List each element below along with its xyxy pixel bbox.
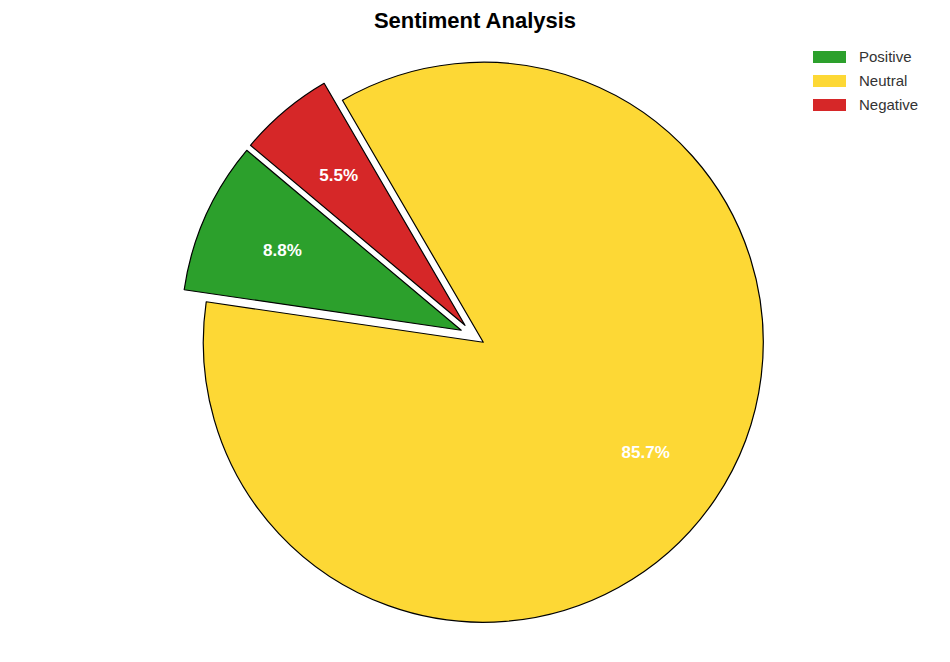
title: Sentiment Analysis — [374, 8, 576, 33]
legend-label: Neutral — [859, 72, 907, 89]
legend: Positive Neutral Negative — [813, 48, 918, 113]
data-labels: 8.8% 85.7% 5.5% — [263, 166, 670, 462]
slice — [203, 62, 763, 622]
legend-label: Negative — [859, 96, 918, 113]
data-label: 8.8% — [263, 241, 302, 260]
legend-swatch — [813, 51, 846, 63]
chart: Sentiment Analysis 8.8% 85.7% 5.5% Positive N… — [0, 0, 950, 662]
data-label: 85.7% — [622, 443, 670, 462]
slices — [184, 62, 763, 622]
legend-swatch — [813, 75, 846, 87]
slice — [250, 83, 464, 325]
legend-label: Positive — [859, 48, 912, 65]
legend-swatch — [813, 99, 846, 111]
data-label: 5.5% — [319, 166, 358, 185]
